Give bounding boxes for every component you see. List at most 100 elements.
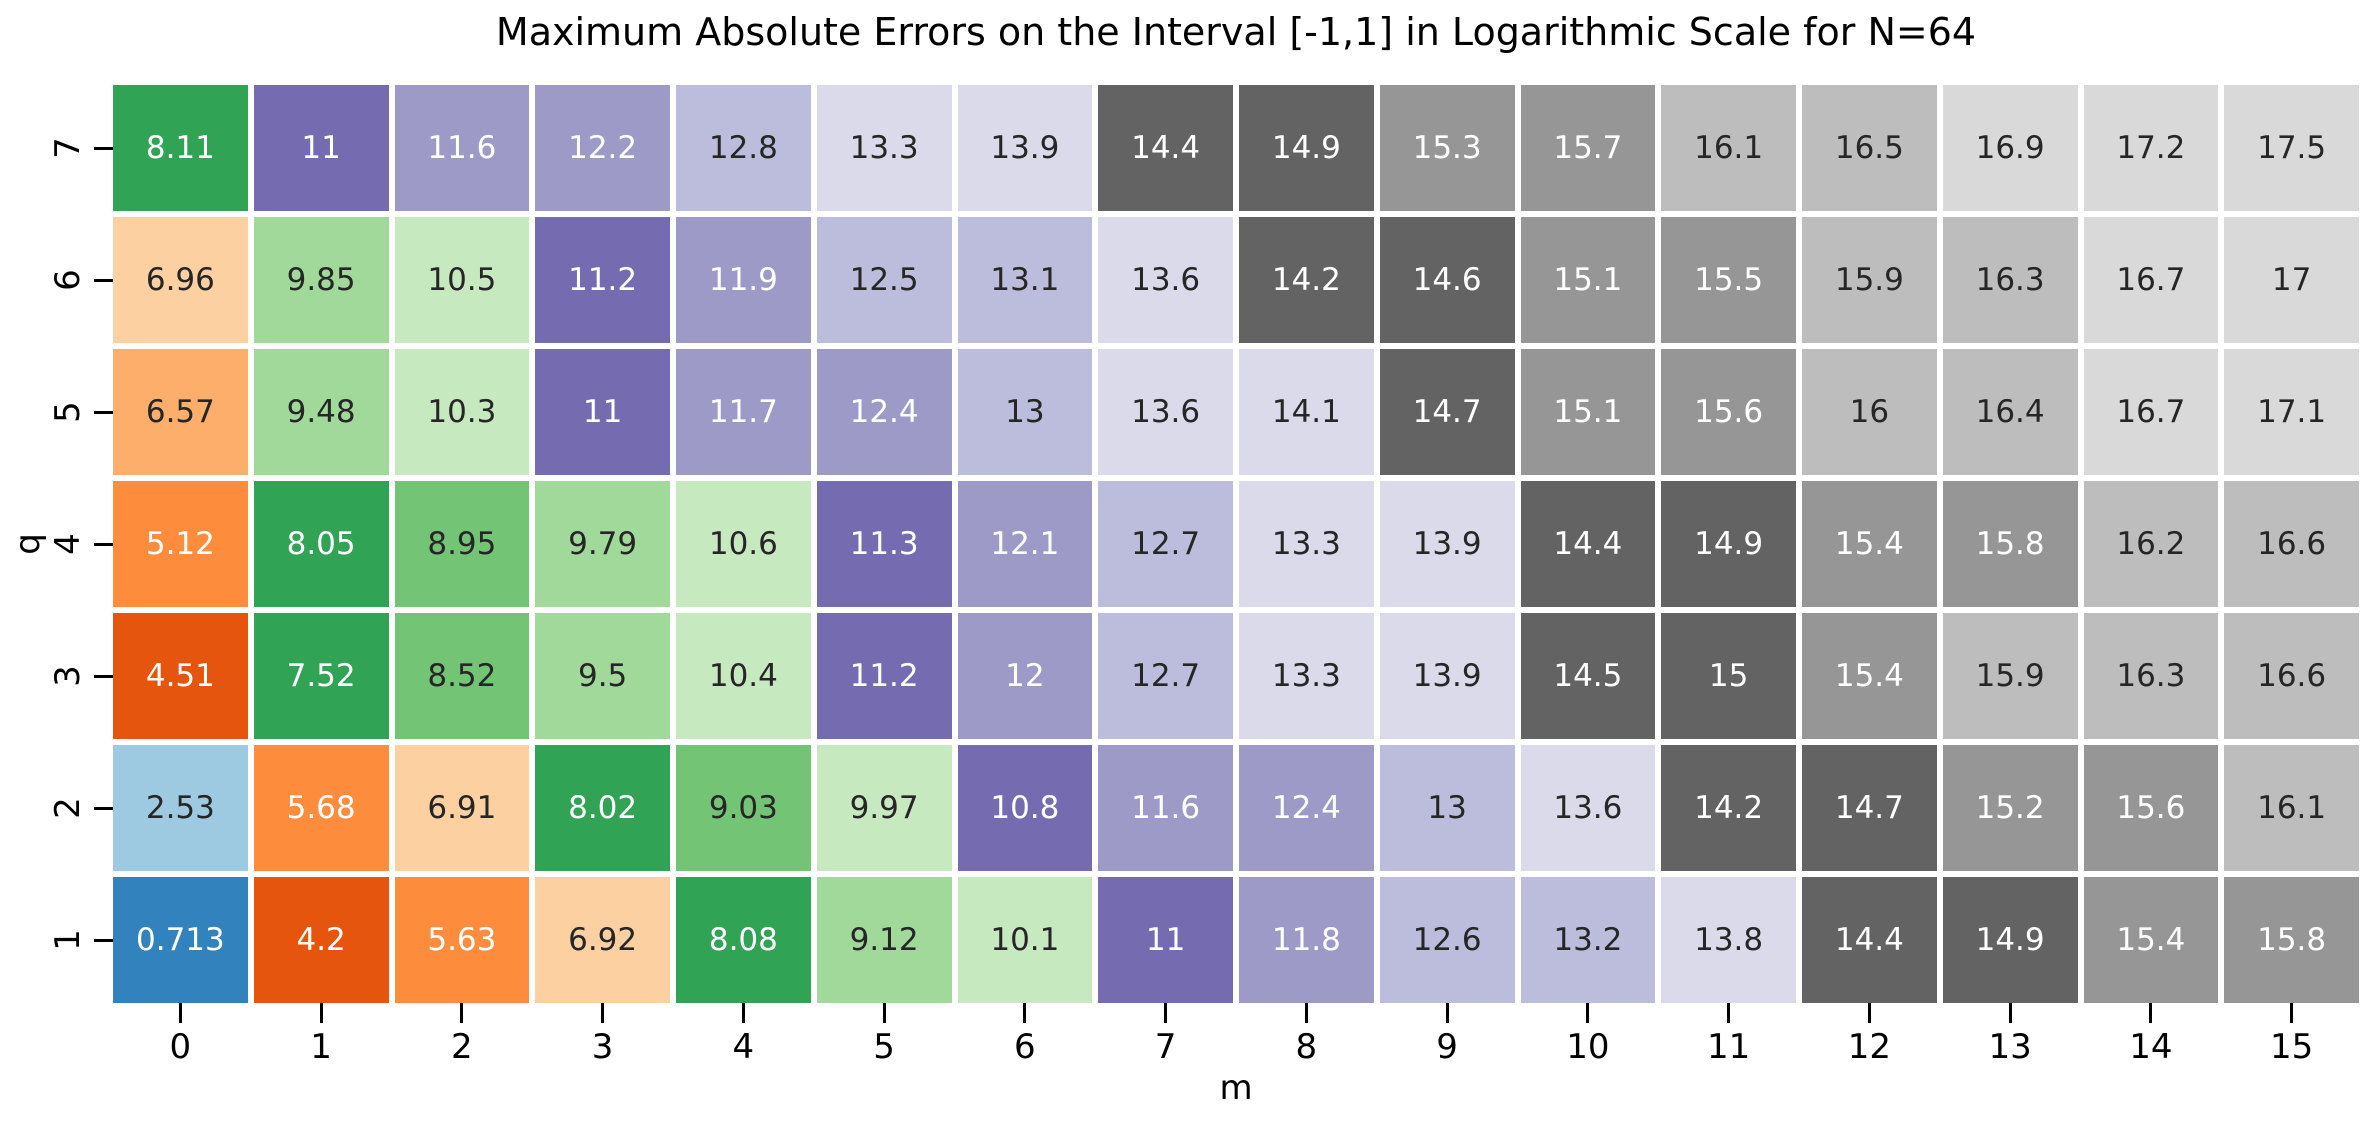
heatmap-cell-q4-m13: 15.8 — [1942, 481, 2078, 607]
x-tick-mark-1 — [319, 1003, 323, 1023]
x-tick-label-12: 12 — [1847, 1027, 1891, 1067]
heatmap-cell-q7-m8: 14.9 — [1239, 85, 1374, 211]
heatmap-cell-q5-m8: 14.1 — [1239, 349, 1374, 475]
heatmap-cell-q6-m6: 13.1 — [957, 217, 1093, 343]
heatmap-cell-q1-m15: 15.8 — [2224, 877, 2359, 1003]
heatmap-cell-q4-m8: 13.3 — [1239, 481, 1374, 607]
heatmap-cell-q2-m10: 13.6 — [1520, 745, 1656, 871]
heatmap-cell-q3-m8: 13.3 — [1239, 613, 1374, 739]
heatmap-cell-q3-m0: 4.51 — [113, 613, 248, 739]
heatmap-cell-q3-m7: 12.7 — [1098, 613, 1233, 739]
heatmap-cell-q5-m12: 16 — [1802, 349, 1937, 475]
heatmap-cell-q4-m5: 11.3 — [816, 481, 952, 607]
x-tick-mark-0 — [178, 1003, 182, 1023]
heatmap-cell-q2-m3: 8.02 — [535, 745, 670, 871]
heatmap-cell-q5-m2: 10.3 — [394, 349, 530, 475]
heatmap-cell-q2-m5: 9.97 — [816, 745, 952, 871]
heatmap-cell-q1-m1: 4.2 — [253, 877, 389, 1003]
x-tick-label-7: 7 — [1154, 1027, 1177, 1067]
heatmap-cell-q3-m3: 9.5 — [535, 613, 670, 739]
heatmap-cell-q6-m9: 14.6 — [1379, 217, 1515, 343]
x-tick-mark-15 — [2290, 1003, 2294, 1023]
heatmap-cell-q6-m5: 12.5 — [816, 217, 952, 343]
heatmap-cell-q7-m10: 15.7 — [1520, 85, 1656, 211]
x-tick-label-8: 8 — [1295, 1027, 1318, 1067]
heatmap-cell-q5-m9: 14.7 — [1379, 349, 1515, 475]
y-tick-mark-2 — [94, 806, 113, 810]
y-tick-label-7: 7 — [48, 137, 88, 159]
heatmap-cell-q3-m1: 7.52 — [253, 613, 389, 739]
heatmap-cell-q5-m13: 16.4 — [1942, 349, 2078, 475]
x-tick-mark-10 — [1586, 1003, 1590, 1023]
heatmap-cell-q3-m13: 15.9 — [1942, 613, 2078, 739]
heatmap-cell-q7-m4: 12.8 — [676, 85, 811, 211]
heatmap-cell-q6-m12: 15.9 — [1802, 217, 1937, 343]
x-tick-label-2: 2 — [451, 1027, 473, 1067]
y-tick-mark-4 — [94, 542, 113, 546]
heatmap-cell-q3-m11: 15 — [1661, 613, 1796, 739]
heatmap-cell-q1-m0: 0.713 — [113, 877, 248, 1003]
heatmap-cell-q2-m8: 12.4 — [1239, 745, 1374, 871]
heatmap-cell-q6-m2: 10.5 — [394, 217, 530, 343]
x-tick-mark-2 — [460, 1003, 464, 1023]
heatmap-cell-q2-m7: 11.6 — [1098, 745, 1233, 871]
x-tick-label-5: 5 — [873, 1027, 895, 1067]
heatmap-cell-q7-m11: 16.1 — [1661, 85, 1796, 211]
x-axis-label: m — [1219, 1068, 1253, 1108]
y-tick-mark-7 — [94, 146, 113, 150]
heatmap-cell-q7-m15: 17.5 — [2224, 85, 2359, 211]
x-tick-mark-4 — [741, 1003, 745, 1023]
y-tick-mark-1 — [94, 938, 113, 942]
x-tick-mark-8 — [1304, 1003, 1308, 1023]
heatmap-cell-q1-m14: 15.4 — [2083, 877, 2219, 1003]
heatmap-cell-q5-m5: 12.4 — [816, 349, 952, 475]
heatmap-cell-q2-m0: 2.53 — [113, 745, 248, 871]
heatmap-cell-q3-m14: 16.3 — [2083, 613, 2219, 739]
heatmap-cell-q4-m1: 8.05 — [253, 481, 389, 607]
x-tick-label-11: 11 — [1706, 1027, 1751, 1067]
heatmap-cell-q3-m9: 13.9 — [1379, 613, 1515, 739]
x-tick-mark-13 — [2008, 1003, 2012, 1023]
heatmap-cell-q4-m2: 8.95 — [394, 481, 530, 607]
heatmap-cell-q1-m7: 11 — [1098, 877, 1233, 1003]
heatmap-cell-q6-m13: 16.3 — [1942, 217, 2078, 343]
y-tick-label-4: 4 — [48, 533, 88, 555]
heatmap-cell-q5-m14: 16.7 — [2083, 349, 2219, 475]
heatmap-cell-q1-m8: 11.8 — [1239, 877, 1374, 1003]
heatmap-cell-q2-m1: 5.68 — [253, 745, 389, 871]
heatmap-cell-q1-m2: 5.63 — [394, 877, 530, 1003]
heatmap-cell-q6-m10: 15.1 — [1520, 217, 1656, 343]
heatmap-cell-q6-m11: 15.5 — [1661, 217, 1796, 343]
x-tick-mark-3 — [601, 1003, 605, 1023]
y-tick-label-2: 2 — [48, 797, 88, 819]
heatmap-grid: 8.11 11 11.6 12.2 12.8 13.3 13.9 14.4 14.9 15.3 15… — [113, 85, 2359, 1003]
heatmap-cell-q6-m4: 11.9 — [676, 217, 811, 343]
heatmap-cell-q7-m1: 11 — [253, 85, 389, 211]
heatmap-cell-q2-m11: 14.2 — [1661, 745, 1796, 871]
x-tick-mark-14 — [2149, 1003, 2153, 1023]
heatmap-cell-q7-m5: 13.3 — [816, 85, 952, 211]
x-tick-mark-7 — [1164, 1003, 1168, 1023]
heatmap-cell-q5-m6: 13 — [957, 349, 1093, 475]
heatmap-cell-q6-m8: 14.2 — [1239, 217, 1374, 343]
heatmap-cell-q7-m7: 14.4 — [1098, 85, 1233, 211]
heatmap-cell-q1-m3: 6.92 — [535, 877, 670, 1003]
heatmap-cell-q4-m9: 13.9 — [1379, 481, 1515, 607]
heatmap-cell-q4-m12: 15.4 — [1802, 481, 1937, 607]
heatmap-cell-q2-m9: 13 — [1379, 745, 1515, 871]
chart-title: Maximum Absolute Errors on the Interval … — [495, 10, 1977, 54]
heatmap-cell-q1-m5: 9.12 — [816, 877, 952, 1003]
heatmap-cell-q4-m3: 9.79 — [535, 481, 670, 607]
heatmap-cell-q2-m2: 6.91 — [394, 745, 530, 871]
heatmap-cell-q1-m10: 13.2 — [1520, 877, 1656, 1003]
heatmap-cell-q4-m10: 14.4 — [1520, 481, 1656, 607]
heatmap-cell-q3-m2: 8.52 — [394, 613, 530, 739]
heatmap-cell-q7-m0: 8.11 — [113, 85, 248, 211]
heatmap-cell-q3-m12: 15.4 — [1802, 613, 1937, 739]
heatmap-cell-q2-m12: 14.7 — [1802, 745, 1937, 871]
heatmap-cell-q1-m11: 13.8 — [1661, 877, 1796, 1003]
x-tick-mark-11 — [1727, 1003, 1731, 1023]
heatmap-cell-q1-m12: 14.4 — [1802, 877, 1937, 1003]
heatmap-cell-q7-m3: 12.2 — [535, 85, 670, 211]
x-tick-label-1: 1 — [310, 1027, 332, 1067]
